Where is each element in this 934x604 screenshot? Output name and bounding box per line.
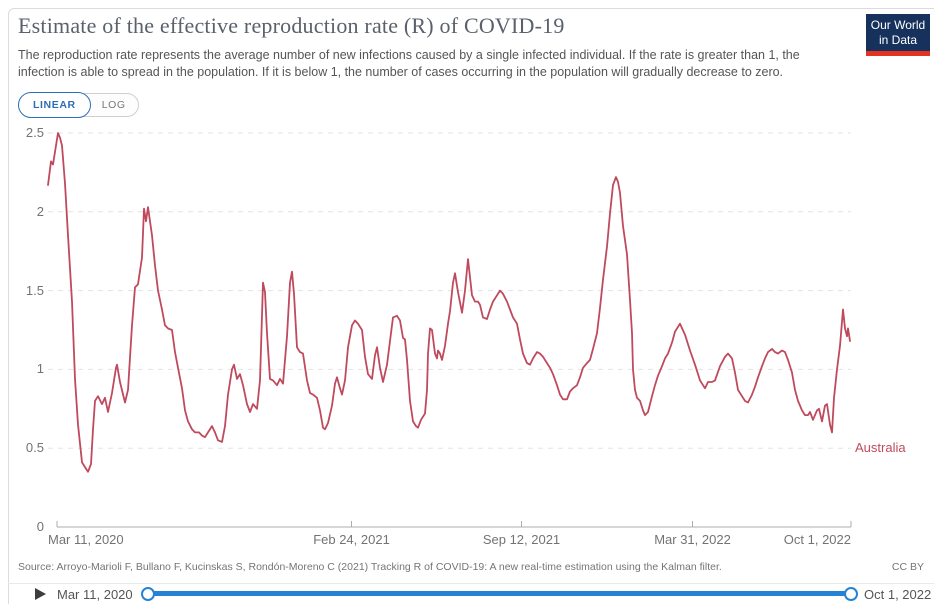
x-axis-label: Mar 11, 2020: [48, 532, 124, 547]
y-axis-label: 1.5: [25, 282, 44, 298]
y-axis-labels: 0 0.5 1 1.5 2 2.5: [0, 125, 44, 545]
timeline-slider-track[interactable]: [148, 591, 851, 596]
owid-logo-red-bar: [866, 51, 930, 56]
timeline-start-label: Mar 11, 2020: [57, 587, 133, 602]
x-axis-labels: Mar 11, 2020 Feb 24, 2021 Sep 12, 2021 Mar …: [48, 532, 858, 550]
chart-svg: [47, 132, 852, 528]
page-title[interactable]: Estimate of the effective reproduction r…: [18, 13, 565, 38]
timeline-slider-handle-end[interactable]: [844, 587, 858, 601]
series-label-australia[interactable]: Australia: [855, 440, 906, 455]
x-axis-label: Feb 24, 2021: [313, 532, 390, 547]
y-axis-label: 0: [36, 519, 44, 534]
timeline-divider: [8, 583, 934, 584]
y-axis-label: 0.5: [25, 440, 44, 456]
x-axis-label: Oct 1, 2022: [783, 532, 851, 547]
chart-subtitle: The reproduction rate represents the ave…: [18, 48, 800, 80]
y-axis-label: 2: [36, 203, 44, 219]
log-scale-button[interactable]: LOG: [90, 95, 138, 115]
play-button[interactable]: [35, 588, 46, 600]
source-text: Source: Arroyo-Marioli F, Bullano F, Kuc…: [18, 561, 722, 573]
timeline-end-label: Oct 1, 2022: [864, 587, 932, 602]
y-axis-label: 2.5: [25, 125, 44, 140]
timeline-slider-handle-start[interactable]: [141, 587, 155, 601]
linear-scale-button[interactable]: LINEAR: [18, 92, 91, 118]
x-axis-label: Sep 12, 2021: [482, 532, 561, 547]
scale-toggle: LINEAR LOG: [18, 92, 139, 118]
y-axis-label: 1: [36, 361, 44, 377]
license-link[interactable]: CC BY: [891, 561, 924, 573]
owid-logo[interactable]: Our World in Data: [866, 14, 930, 56]
footer-row: Source: Arroyo-Marioli F, Bullano F, Kuc…: [18, 561, 924, 573]
owid-logo-text: Our World in Data: [866, 14, 930, 51]
x-axis-label: Mar 31, 2022: [654, 532, 731, 547]
chart-area: 0 0.5 1 1.5 2 2.5 Mar 11, 2020 Feb 24, 2021 Sep…: [0, 125, 934, 555]
